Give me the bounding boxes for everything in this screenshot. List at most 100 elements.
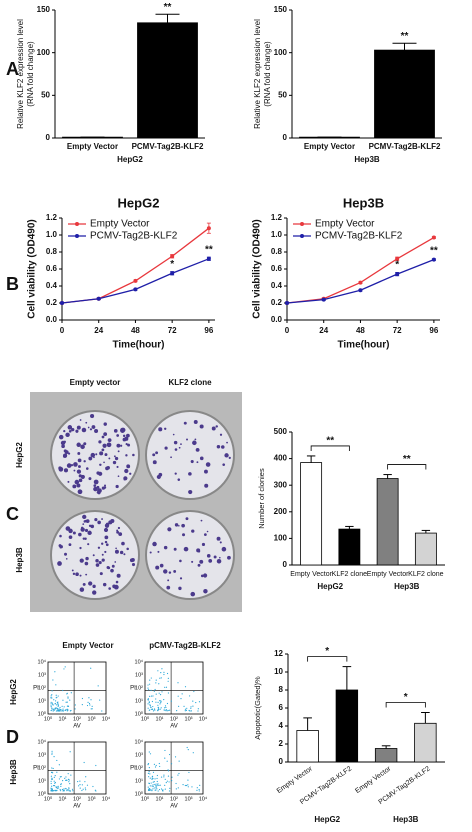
flow-tick-label: 10¹: [38, 778, 46, 784]
flow-dot: [151, 785, 153, 787]
flow-dot: [68, 787, 70, 789]
y-tick-label: 0.8: [46, 247, 58, 256]
colony-dot: [76, 469, 82, 474]
colony-dot: [104, 453, 108, 457]
x-tick-label: 72: [168, 326, 177, 335]
flow-dot: [157, 708, 159, 711]
flow-dot: [187, 784, 189, 786]
bar: [300, 462, 323, 566]
colony-dot: [120, 444, 123, 447]
x-tick-label: Empty Vector: [67, 142, 118, 151]
flow-dot: [198, 788, 200, 791]
colony-dot: [156, 474, 161, 480]
flow-dot: [66, 790, 68, 792]
flow-dot: [151, 789, 153, 791]
marker: [431, 257, 436, 262]
colony-dot: [67, 452, 71, 455]
flow-dot: [55, 684, 57, 686]
flow-dot: [167, 709, 169, 712]
flow-dot: [199, 784, 201, 787]
colony-dot: [167, 579, 170, 582]
colony-dot: [123, 553, 126, 556]
y-tick-label: 150: [274, 5, 288, 14]
flow-dot: [65, 779, 67, 781]
flow-dot: [177, 787, 179, 789]
flow-tick-label: 10⁰: [141, 715, 150, 722]
flow-dot: [53, 780, 55, 782]
series-line: [286, 236, 435, 304]
bar: [414, 532, 437, 566]
colony-dot: [117, 450, 120, 453]
y-tick-label: 300: [274, 480, 288, 489]
colony-dot: [179, 577, 183, 580]
flow-dot: [159, 784, 161, 786]
colony-dot: [92, 554, 95, 557]
colony-dot: [103, 527, 109, 533]
colony-dot: [93, 486, 98, 492]
flow-dot: [78, 785, 80, 787]
x-tick-label: Empty Vector: [276, 765, 315, 795]
flow-tick-label: 10⁴: [102, 795, 111, 802]
flow-tick-label: 10³: [88, 796, 96, 802]
flow-dot: [79, 780, 81, 782]
colony-dot: [93, 456, 95, 459]
flow-dot: [158, 788, 161, 791]
colony-dot: [68, 429, 72, 433]
colony-dot: [84, 528, 89, 533]
flow-tick-label: 10⁴: [199, 715, 208, 722]
colony-dot: [105, 522, 110, 527]
flow-dot: [148, 751, 150, 753]
colony-dot: [103, 422, 107, 426]
flow-dot: [71, 788, 74, 790]
flow-dot: [152, 771, 155, 773]
flow-dot: [148, 701, 150, 704]
flow-tick-label: 10¹: [59, 716, 67, 722]
flow-dot: [154, 783, 156, 786]
colony-dot: [58, 466, 62, 470]
flow-dot: [53, 709, 55, 711]
flow-dot: [89, 704, 91, 706]
flow-dot: [51, 707, 53, 709]
flow-dot: [56, 771, 58, 773]
marker: [170, 271, 175, 276]
flow-plot: [144, 661, 204, 715]
flow-dot: [53, 785, 56, 787]
y-tick-label: 0: [279, 757, 284, 766]
flow-tick-label: 10³: [185, 716, 193, 722]
colony-dot: [149, 551, 152, 554]
flow-dot: [51, 788, 54, 791]
flow-dot: [186, 746, 188, 749]
flow-dot: [156, 788, 158, 790]
flow-dot: [61, 710, 63, 712]
y-tick-label: 0: [46, 133, 51, 142]
colony-dot: [164, 427, 167, 430]
flow-dot: [50, 790, 52, 792]
y-tick-label: 150: [37, 5, 51, 14]
flow-dot: [156, 780, 158, 783]
flow-dot: [147, 707, 149, 709]
flow-dot: [177, 695, 179, 697]
colony-dot: [113, 429, 118, 433]
flow-dot: [165, 706, 167, 709]
flow-dot: [157, 783, 159, 785]
flow-dot: [188, 709, 190, 712]
flow-dot: [147, 687, 149, 689]
colony-dot: [196, 461, 199, 464]
flow-dot: [161, 691, 163, 693]
colony-dot: [103, 432, 108, 436]
y-tick-label: 8: [279, 685, 284, 694]
flow-dot: [88, 702, 91, 705]
y-tick-label: 0.8: [271, 247, 283, 256]
colony-dot: [74, 479, 80, 485]
flow-dot: [55, 700, 57, 702]
colony-dot: [82, 537, 86, 540]
legend-marker: [75, 234, 79, 238]
flow-dot: [60, 776, 62, 778]
flow-dot: [171, 776, 173, 778]
colony-dot: [168, 571, 172, 574]
colony-dot: [103, 486, 107, 489]
panel-label: C: [6, 504, 19, 524]
flow-dot: [91, 708, 93, 710]
flow-dot: [155, 764, 157, 767]
colony-dot: [188, 489, 193, 495]
